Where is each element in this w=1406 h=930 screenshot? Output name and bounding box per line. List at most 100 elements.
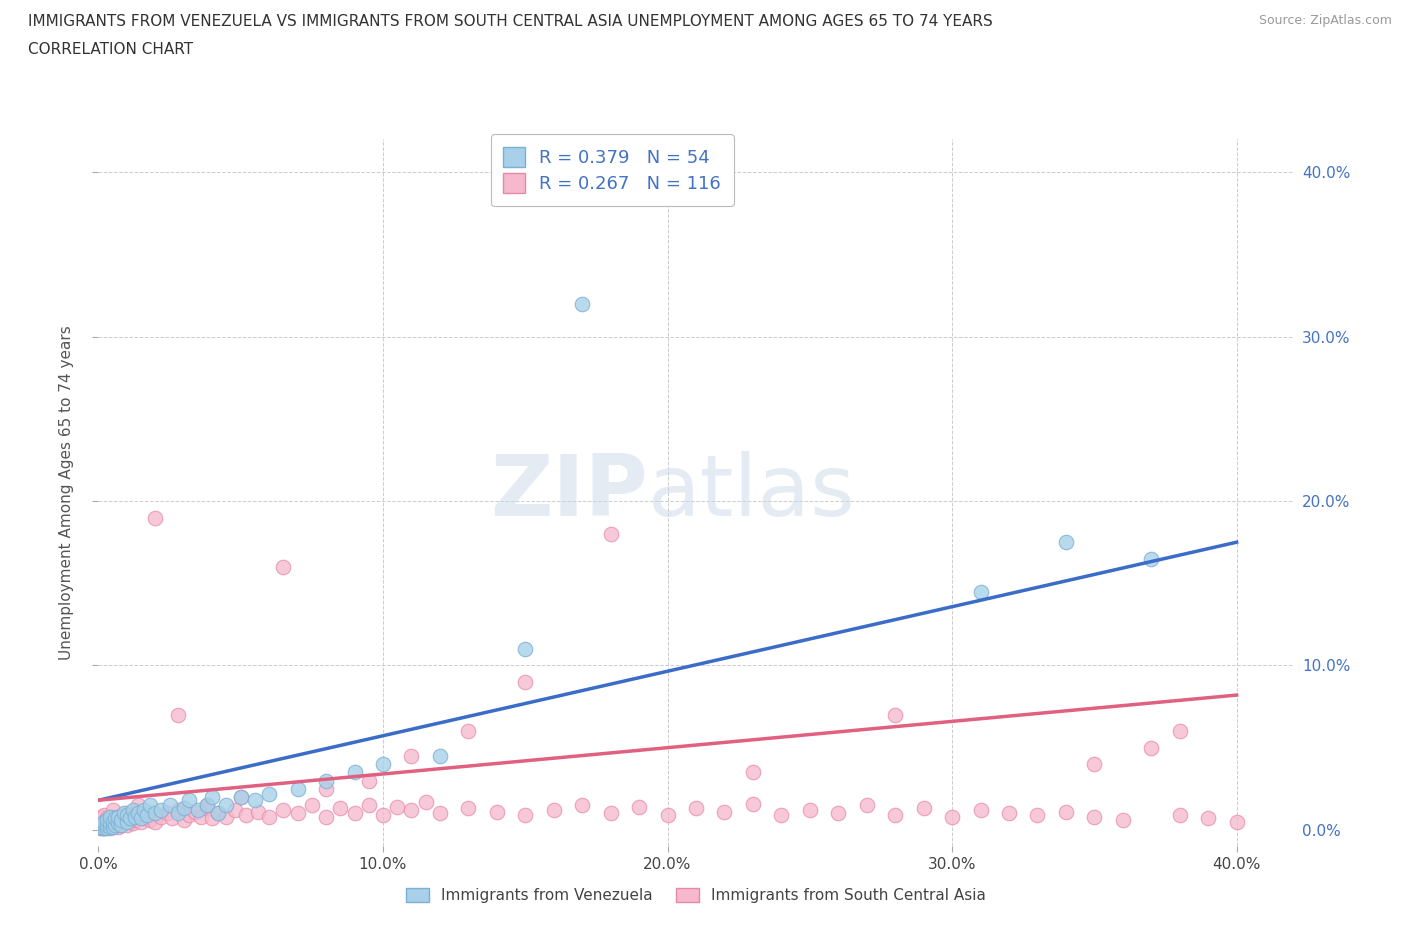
Point	[101, 814, 124, 829]
Point	[159, 798, 181, 813]
Point	[90, 821, 112, 836]
Point	[1054, 804, 1077, 819]
Point	[855, 798, 877, 813]
Point	[343, 764, 366, 779]
Point	[357, 798, 380, 813]
Point	[201, 811, 224, 826]
Point	[107, 816, 129, 830]
Point	[93, 817, 115, 832]
Point	[287, 806, 309, 821]
Text: Source: ZipAtlas.com: Source: ZipAtlas.com	[1258, 14, 1392, 27]
Point	[96, 811, 118, 826]
Point	[1054, 535, 1077, 550]
Point	[112, 816, 135, 830]
Point	[599, 806, 621, 821]
Point	[104, 814, 127, 829]
Point	[187, 803, 209, 817]
Point	[179, 793, 201, 808]
Point	[770, 807, 793, 822]
Point	[273, 560, 295, 575]
Point	[135, 806, 157, 821]
Point	[884, 807, 907, 822]
Point	[1140, 740, 1163, 755]
Point	[115, 806, 138, 821]
Point	[98, 813, 121, 828]
Point	[121, 803, 143, 817]
Point	[343, 806, 366, 821]
Point	[138, 813, 160, 828]
Point	[138, 798, 160, 813]
Point	[799, 803, 821, 817]
Point	[429, 806, 451, 821]
Point	[173, 813, 195, 828]
Point	[107, 809, 129, 824]
Point	[93, 807, 115, 822]
Point	[287, 781, 309, 796]
Point	[101, 809, 124, 824]
Point	[969, 584, 991, 599]
Point	[173, 801, 195, 816]
Point	[401, 749, 423, 764]
Point	[207, 806, 229, 821]
Point	[998, 806, 1021, 821]
Point	[101, 819, 124, 834]
Point	[167, 708, 190, 723]
Point	[195, 798, 218, 813]
Point	[599, 526, 621, 541]
Point	[515, 642, 537, 657]
Point	[115, 813, 138, 828]
Point	[571, 297, 593, 312]
Point	[90, 821, 112, 836]
Point	[201, 790, 224, 804]
Point	[101, 814, 124, 829]
Point	[179, 807, 201, 822]
Point	[685, 801, 707, 816]
Point	[96, 816, 118, 830]
Point	[371, 757, 394, 772]
Text: atlas: atlas	[648, 451, 856, 535]
Point	[93, 821, 115, 836]
Point	[93, 814, 115, 829]
Point	[98, 817, 121, 832]
Point	[96, 813, 118, 828]
Point	[150, 809, 173, 824]
Point	[118, 811, 141, 826]
Point	[127, 798, 149, 813]
Point	[224, 803, 246, 817]
Point	[827, 806, 849, 821]
Point	[485, 804, 508, 819]
Point	[156, 806, 179, 821]
Point	[110, 817, 132, 832]
Point	[215, 798, 238, 813]
Point	[98, 821, 121, 836]
Point	[741, 796, 763, 811]
Point	[110, 813, 132, 828]
Point	[195, 801, 218, 816]
Point	[104, 817, 127, 832]
Point	[104, 817, 127, 832]
Point	[571, 798, 593, 813]
Point	[401, 803, 423, 817]
Point	[96, 817, 118, 832]
Point	[124, 809, 146, 824]
Point	[127, 809, 149, 824]
Point	[912, 801, 935, 816]
Point	[243, 793, 266, 808]
Point	[741, 764, 763, 779]
Point	[98, 819, 121, 834]
Point	[1026, 807, 1049, 822]
Point	[107, 816, 129, 830]
Point	[357, 773, 380, 788]
Point	[93, 817, 115, 832]
Point	[301, 798, 323, 813]
Point	[129, 811, 152, 826]
Point	[1083, 809, 1105, 824]
Point	[1168, 724, 1191, 738]
Point	[107, 819, 129, 834]
Point	[115, 814, 138, 829]
Point	[143, 814, 166, 829]
Point	[167, 803, 190, 817]
Point	[315, 773, 337, 788]
Point	[713, 804, 735, 819]
Point	[884, 708, 907, 723]
